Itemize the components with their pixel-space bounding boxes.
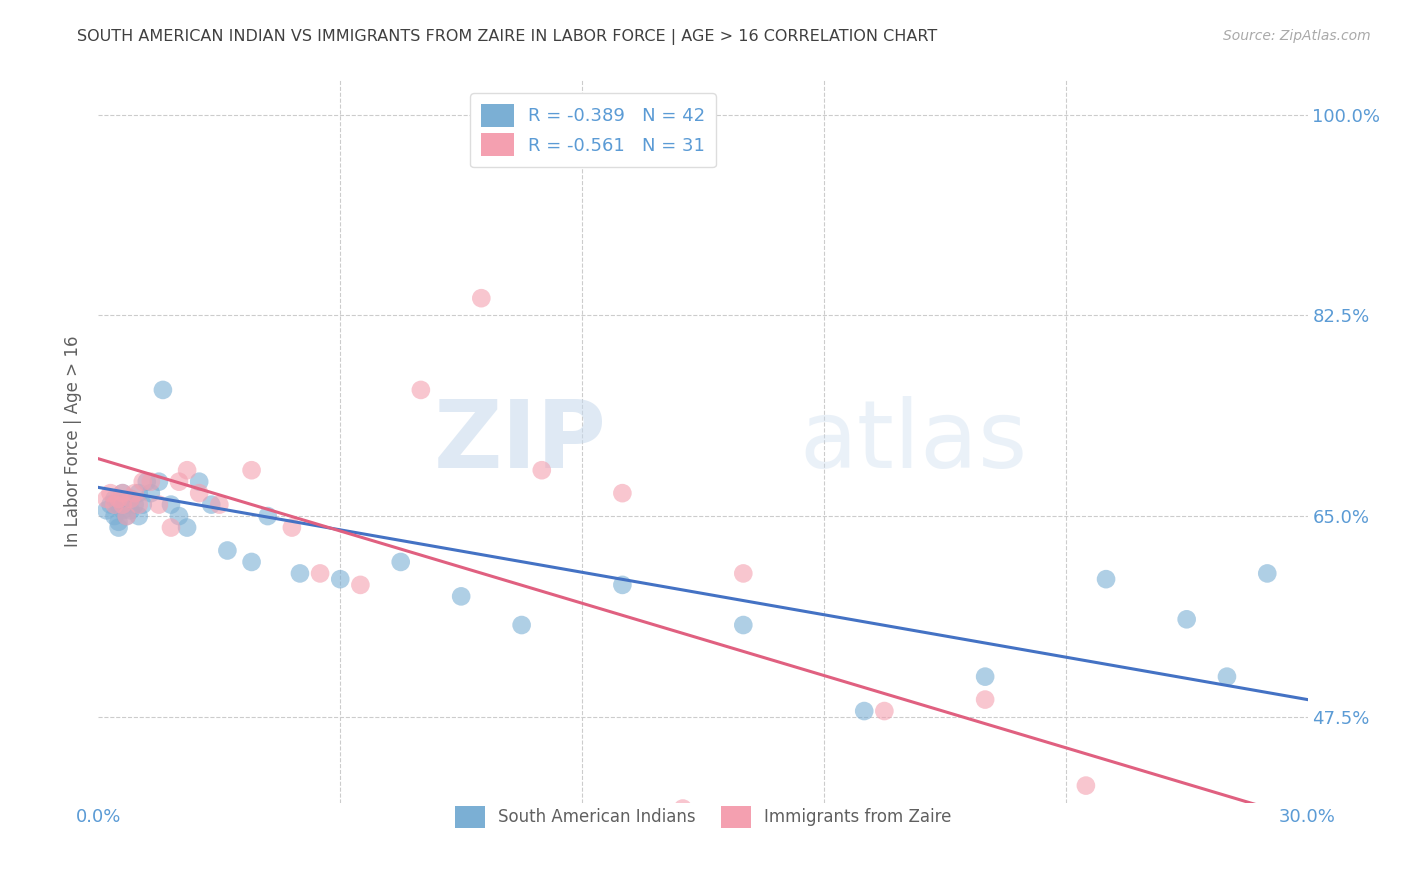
Legend: South American Indians, Immigrants from Zaire: South American Indians, Immigrants from … (449, 799, 957, 834)
Text: Source: ZipAtlas.com: Source: ZipAtlas.com (1223, 29, 1371, 43)
Point (139, 486, 162, 500)
Point (115, 509, 138, 524)
Point (152, 383, 174, 397)
Point (200, 498, 222, 512)
Point (208, 498, 231, 512)
Point (176, 463, 198, 477)
Point (470, 291, 492, 305)
Point (217, 543, 239, 558)
Point (107, 491, 129, 506)
Point (103, 491, 125, 506)
Point (107, 520, 129, 534)
Point (974, 670, 997, 684)
Point (107, 515, 129, 529)
Point (1216, 670, 1239, 684)
Point (612, 486, 634, 500)
Point (135, 475, 157, 489)
Text: atlas: atlas (800, 395, 1028, 488)
Point (733, 566, 755, 581)
Point (120, 491, 142, 506)
Point (128, 486, 150, 500)
Point (111, 503, 134, 517)
Point (139, 475, 162, 489)
Point (1256, 566, 1278, 581)
Point (120, 503, 142, 517)
Point (733, 618, 755, 632)
Point (188, 486, 211, 500)
Point (389, 555, 412, 569)
Point (974, 692, 997, 706)
Point (132, 475, 155, 489)
Point (115, 509, 138, 524)
Point (1074, 779, 1097, 793)
Point (450, 590, 472, 604)
Point (111, 498, 134, 512)
Point (672, 801, 695, 815)
Point (329, 572, 352, 586)
Point (853, 704, 876, 718)
Point (873, 704, 896, 718)
Point (1095, 572, 1118, 586)
Point (100, 486, 122, 500)
Point (160, 498, 183, 512)
Point (530, 463, 553, 477)
Point (128, 498, 150, 512)
Point (167, 509, 190, 524)
Point (349, 578, 371, 592)
Point (188, 475, 211, 489)
Point (107, 498, 129, 512)
Point (309, 566, 332, 581)
Point (167, 475, 190, 489)
Point (128, 509, 150, 524)
Point (96, 503, 118, 517)
Point (160, 520, 183, 534)
Point (124, 486, 146, 500)
Point (100, 498, 122, 512)
Point (120, 491, 142, 506)
Point (103, 509, 125, 524)
Point (288, 566, 311, 581)
Point (124, 498, 146, 512)
Point (148, 475, 170, 489)
Point (510, 618, 533, 632)
Point (148, 498, 170, 512)
Point (256, 509, 278, 524)
Point (103, 498, 125, 512)
Point (240, 463, 263, 477)
Point (176, 520, 198, 534)
Point (281, 520, 304, 534)
Point (1175, 612, 1198, 626)
Point (96, 491, 118, 506)
Point (612, 578, 634, 592)
Point (132, 498, 155, 512)
Y-axis label: In Labor Force | Age > 16: In Labor Force | Age > 16 (65, 335, 83, 548)
Point (111, 486, 134, 500)
Point (409, 383, 432, 397)
Text: SOUTH AMERICAN INDIAN VS IMMIGRANTS FROM ZAIRE IN LABOR FORCE | AGE > 16 CORRELA: SOUTH AMERICAN INDIAN VS IMMIGRANTS FROM… (77, 29, 938, 45)
Point (115, 498, 138, 512)
Point (111, 486, 134, 500)
Point (240, 555, 263, 569)
Text: ZIP: ZIP (433, 395, 606, 488)
